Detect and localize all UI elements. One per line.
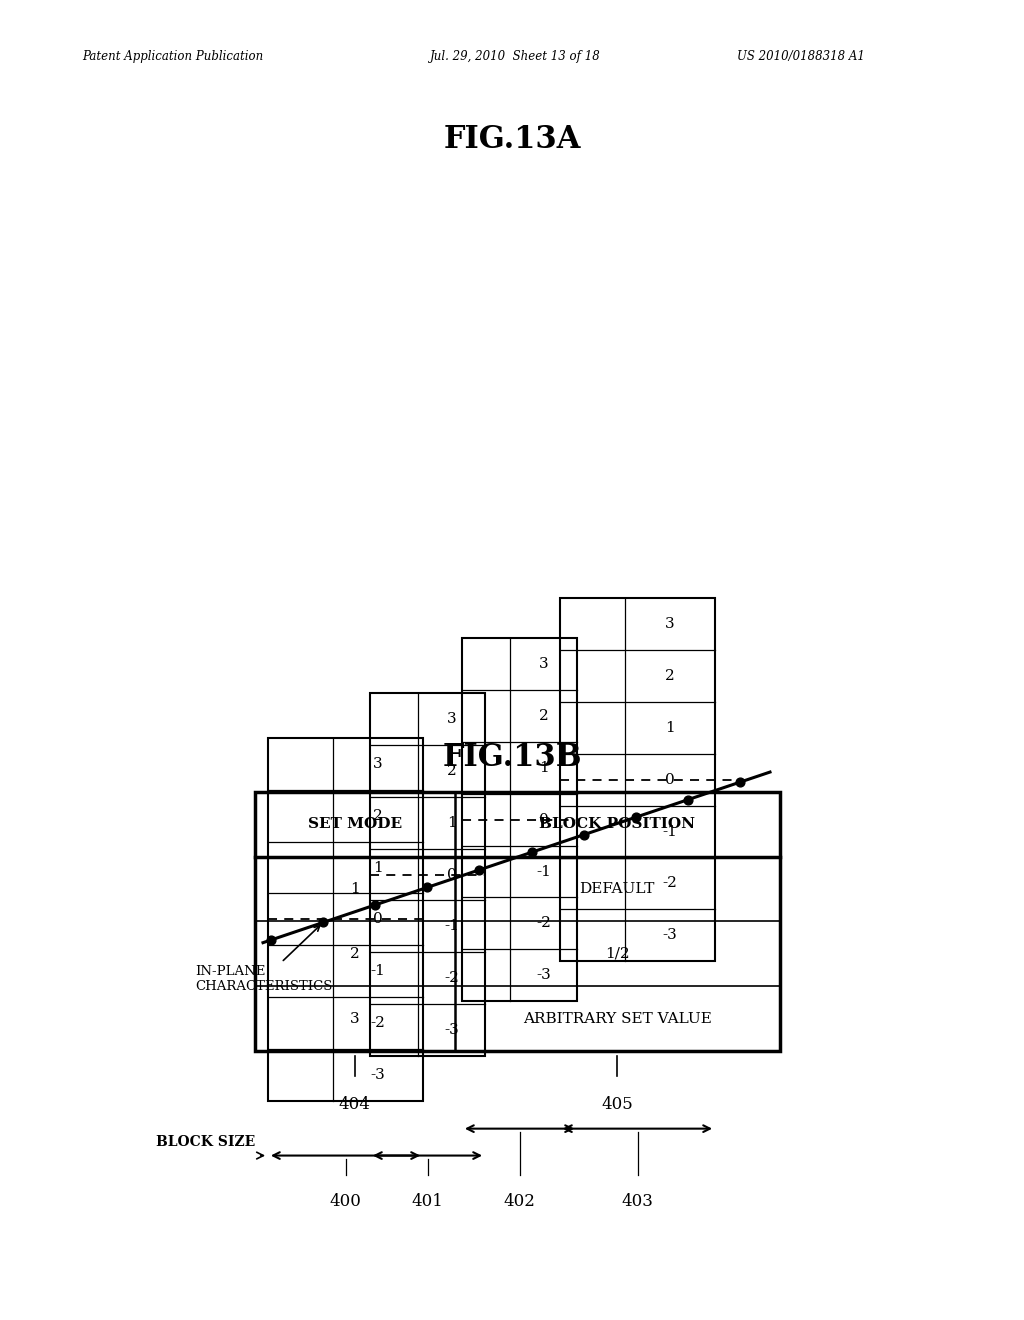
Text: 2: 2 xyxy=(446,764,457,777)
Text: 2: 2 xyxy=(373,809,383,822)
Text: 3: 3 xyxy=(539,657,549,671)
Point xyxy=(263,929,280,950)
Text: 401: 401 xyxy=(412,1193,443,1210)
Point xyxy=(419,876,435,898)
Text: SET MODE: SET MODE xyxy=(307,817,401,832)
Point xyxy=(523,842,540,863)
Text: 1: 1 xyxy=(373,861,383,875)
Text: 403: 403 xyxy=(622,1193,653,1210)
Text: 1: 1 xyxy=(666,721,675,735)
Text: 402: 402 xyxy=(504,1193,536,1210)
Text: -2: -2 xyxy=(371,1016,385,1030)
Text: 0: 0 xyxy=(373,912,383,927)
Point xyxy=(367,895,383,916)
Text: 1/2: 1/2 xyxy=(605,946,630,961)
Text: IN-PLANE
CHARACTERISTICS: IN-PLANE CHARACTERISTICS xyxy=(195,925,333,993)
Text: -2: -2 xyxy=(537,916,551,931)
Bar xyxy=(268,738,423,1101)
Text: -1: -1 xyxy=(537,865,551,879)
Text: 1: 1 xyxy=(446,816,457,830)
Text: 3: 3 xyxy=(373,756,383,771)
Text: 3: 3 xyxy=(666,618,675,631)
Text: -3: -3 xyxy=(444,1023,459,1038)
Text: -2: -2 xyxy=(444,972,459,985)
Text: 1: 1 xyxy=(539,760,549,775)
Text: -2: -2 xyxy=(663,876,678,891)
Text: 1: 1 xyxy=(350,882,359,896)
Bar xyxy=(370,693,485,1056)
Text: 2: 2 xyxy=(666,669,675,684)
Text: ARBITRARY SET VALUE: ARBITRARY SET VALUE xyxy=(523,1011,712,1026)
Point xyxy=(628,807,644,828)
Text: -3: -3 xyxy=(663,928,678,942)
Text: 3: 3 xyxy=(446,711,457,726)
Text: Patent Application Publication: Patent Application Publication xyxy=(82,50,263,63)
Bar xyxy=(560,598,715,961)
Text: DEFAULT: DEFAULT xyxy=(580,882,655,896)
Text: 0: 0 xyxy=(539,813,549,826)
Bar xyxy=(255,792,780,1051)
Point xyxy=(575,824,592,845)
Text: BLOCK POSITION: BLOCK POSITION xyxy=(540,817,695,832)
Text: 2: 2 xyxy=(350,946,359,961)
Point xyxy=(680,789,696,810)
Text: -1: -1 xyxy=(444,919,459,933)
Text: -3: -3 xyxy=(537,968,551,982)
Bar xyxy=(462,639,577,1001)
Text: BLOCK SIZE: BLOCK SIZE xyxy=(156,1135,255,1150)
Text: 404: 404 xyxy=(339,1096,371,1113)
Text: 0: 0 xyxy=(666,772,675,787)
Text: FIG.13A: FIG.13A xyxy=(443,124,581,154)
Point xyxy=(471,859,487,880)
Text: 2: 2 xyxy=(539,709,549,723)
Text: FIG.13B: FIG.13B xyxy=(442,742,582,774)
Text: US 2010/0188318 A1: US 2010/0188318 A1 xyxy=(737,50,865,63)
Text: -3: -3 xyxy=(371,1068,385,1082)
Text: -1: -1 xyxy=(663,825,678,838)
Text: 3: 3 xyxy=(350,1011,359,1026)
Text: 0: 0 xyxy=(446,867,457,882)
Point xyxy=(732,772,749,793)
Text: 400: 400 xyxy=(330,1193,361,1210)
Text: 405: 405 xyxy=(601,1096,633,1113)
Point xyxy=(315,912,332,933)
Text: Jul. 29, 2010  Sheet 13 of 18: Jul. 29, 2010 Sheet 13 of 18 xyxy=(430,50,601,63)
Text: -1: -1 xyxy=(371,964,385,978)
